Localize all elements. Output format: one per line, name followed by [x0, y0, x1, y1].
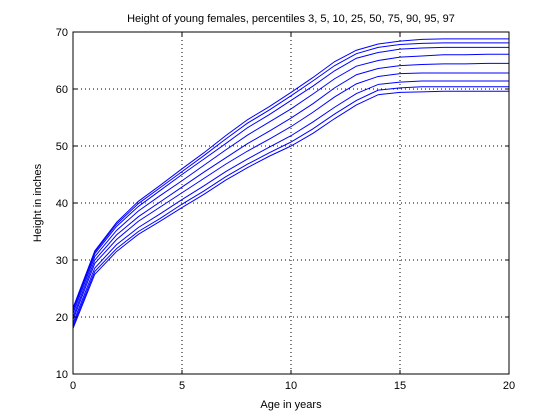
x-tick-label: 0: [70, 380, 76, 392]
y-tick-label: 30: [56, 255, 68, 267]
series-line-7: [72, 46, 509, 311]
series-lines: [72, 38, 509, 329]
x-tick-label: 15: [394, 380, 406, 392]
series-line-8: [72, 42, 509, 310]
y-tick-label: 70: [56, 27, 68, 39]
series-line-9: [72, 38, 509, 309]
y-tick-label: 20: [56, 312, 68, 324]
chart-title: Height of young females, percentiles 3, …: [127, 13, 455, 25]
x-tick-label: 5: [179, 380, 185, 392]
series-line-2: [72, 86, 509, 327]
series-line-5: [72, 62, 509, 318]
series-line-1: [72, 90, 509, 329]
y-tick-label: 40: [56, 198, 68, 210]
series-line-6: [72, 53, 509, 314]
series-line-4: [72, 72, 509, 321]
y-axis-label: Height in inches: [32, 163, 44, 242]
x-tick-label: 10: [285, 380, 297, 392]
grid: [73, 32, 509, 374]
axis-ticks: 0 5 10 15 20 10 20 30 40 50 60 70: [56, 27, 515, 392]
series-line-3: [72, 80, 509, 324]
x-tick-label: 20: [503, 380, 515, 392]
x-axis-label: Age in years: [260, 399, 322, 411]
y-tick-label: 50: [56, 141, 68, 153]
y-tick-label: 10: [56, 369, 68, 381]
y-tick-label: 60: [56, 84, 68, 96]
